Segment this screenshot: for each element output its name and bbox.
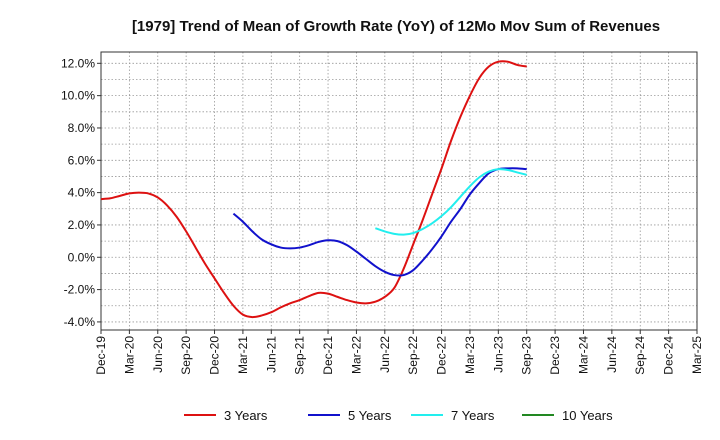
series-line-3-years <box>100 60 527 319</box>
chart-title: [1979] Trend of Mean of Growth Rate (YoY… <box>132 18 660 35</box>
x-tick-label: Jun-23 <box>491 336 505 373</box>
x-tick-label: Mar-25 <box>690 336 704 374</box>
y-tick-label: 0.0% <box>68 250 96 264</box>
x-tick-label: Dec-24 <box>662 336 676 375</box>
series-line-7-years <box>375 168 527 236</box>
x-tick-label: Sep-21 <box>293 336 307 375</box>
plot-area <box>100 51 698 331</box>
y-tick-label: 10.0% <box>61 89 95 103</box>
y-tick-label: -4.0% <box>64 315 96 329</box>
y-tick-label: 12.0% <box>61 56 95 70</box>
x-tick-label: Mar-23 <box>463 336 477 374</box>
y-tick-label: -2.0% <box>64 283 96 297</box>
x-tick-label: Mar-20 <box>122 336 136 374</box>
y-tick-label: 2.0% <box>68 218 96 232</box>
legend: 3 Years 5 Years 7 Years 10 Years <box>184 408 613 423</box>
x-tick-label: Sep-23 <box>520 336 534 375</box>
legend-label-7-years: 7 Years <box>451 408 495 423</box>
y-tick-label: 6.0% <box>68 153 96 167</box>
x-axis: Dec-19 Mar-20 Jun-20 Sep-20 Dec-20 Mar-21 Jun-… <box>94 330 704 375</box>
series-line-5-years <box>232 167 527 277</box>
x-tick-label: Dec-23 <box>548 336 562 375</box>
x-tick-label: Jun-21 <box>264 336 278 373</box>
legend-label-10-years: 10 Years <box>562 408 613 423</box>
legend-label-5-years: 5 Years <box>348 408 392 423</box>
legend-label-3-years: 3 Years <box>224 408 268 423</box>
x-tick-label: Mar-21 <box>236 336 250 374</box>
x-tick-label: Sep-22 <box>406 336 420 375</box>
x-tick-label: Sep-24 <box>633 336 647 375</box>
x-tick-label: Dec-20 <box>208 336 222 375</box>
x-tick-label: Jun-20 <box>151 336 165 373</box>
x-tick-label: Dec-22 <box>435 336 449 375</box>
series-lines <box>100 60 527 319</box>
x-tick-label: Jun-22 <box>378 336 392 373</box>
grid-lines <box>100 52 698 330</box>
x-tick-label: Mar-24 <box>576 336 590 374</box>
y-tick-label: 8.0% <box>68 121 96 135</box>
y-axis: 12.0% 10.0% 8.0% 6.0% 4.0% 2.0% 0.0% -2.0% -4.0% <box>61 56 101 329</box>
x-tick-label: Dec-19 <box>94 336 108 375</box>
x-tick-label: Jun-24 <box>605 336 619 373</box>
x-tick-label: Mar-22 <box>349 336 363 374</box>
x-tick-label: Dec-21 <box>321 336 335 375</box>
x-tick-label: Sep-20 <box>179 336 193 375</box>
y-tick-label: 4.0% <box>68 186 96 200</box>
